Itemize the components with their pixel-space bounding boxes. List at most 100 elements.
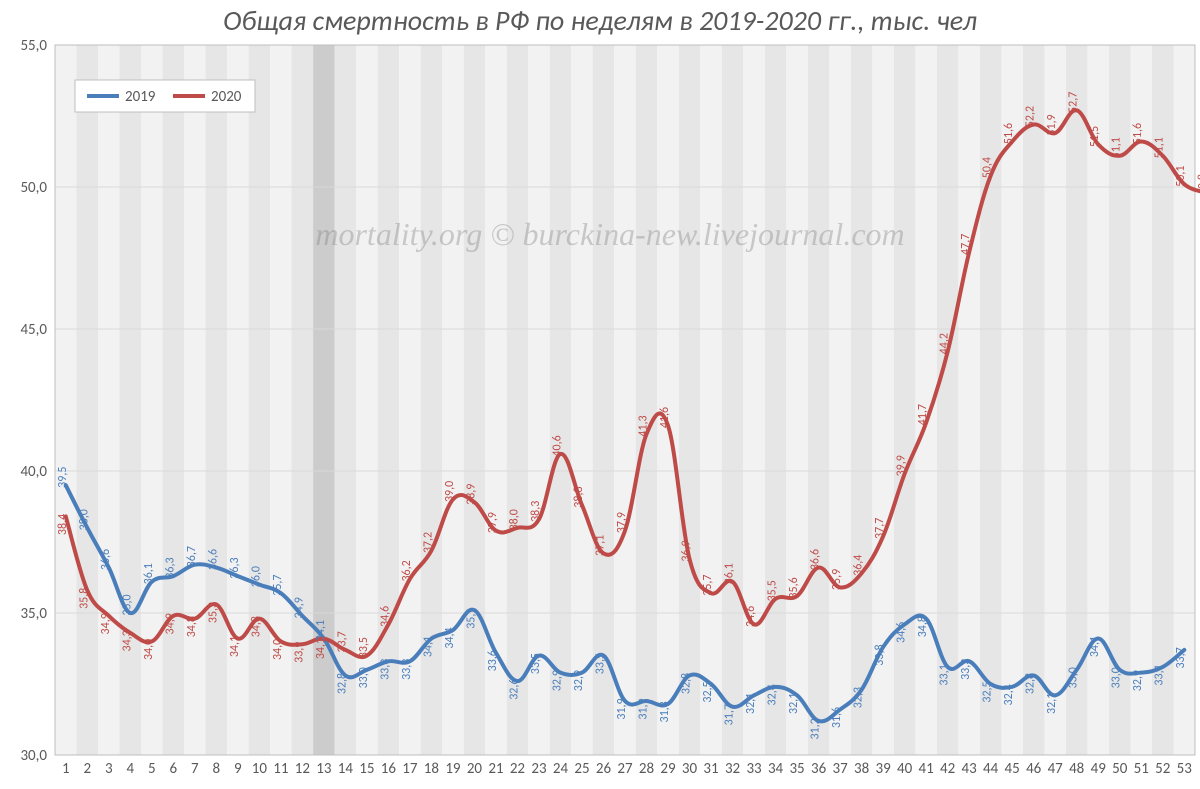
x-tick-label: 32 — [725, 760, 740, 778]
data-label-2020: 39,9 — [895, 455, 909, 476]
data-label-2019: 33,1 — [938, 664, 952, 685]
data-label-2019: 31,9 — [637, 698, 651, 719]
x-tick-label: 37 — [832, 760, 848, 778]
y-tick-label: 50,0 — [20, 179, 47, 197]
data-label-2020: 34,9 — [163, 613, 177, 634]
x-tick-label: 42 — [940, 760, 955, 778]
data-label-2020: 51,1 — [1153, 137, 1167, 158]
data-label-2019: 32,4 — [1002, 684, 1016, 705]
x-tick-label: 9 — [234, 760, 242, 778]
data-label-2020: 51,1 — [1110, 137, 1124, 158]
x-tick-label: 27 — [617, 760, 633, 778]
x-tick-label: 35 — [789, 760, 804, 778]
y-tick-label: 45,0 — [20, 321, 47, 339]
x-tick-label: 20 — [467, 760, 483, 778]
data-label-2019: 32,9 — [572, 670, 586, 691]
legend: 20192020 — [75, 80, 255, 112]
data-label-2020: 35,7 — [701, 574, 715, 595]
data-label-2019: 33,0 — [1110, 667, 1124, 688]
data-label-2019: 32,3 — [852, 687, 866, 708]
data-label-2019: 35,1 — [464, 608, 478, 629]
data-label-2019: 36,3 — [163, 557, 177, 578]
x-tick-label: 13 — [316, 760, 332, 778]
x-tick-label: 5 — [148, 760, 156, 778]
data-label-2020: 47,7 — [959, 234, 973, 255]
x-tick-label: 39 — [876, 760, 892, 778]
data-label-2019: 33,1 — [1153, 664, 1167, 685]
data-label-2020: 36,9 — [680, 540, 694, 561]
x-tick-label: 29 — [660, 760, 676, 778]
data-label-2019: 33,5 — [593, 653, 607, 674]
x-tick-label: 10 — [252, 760, 268, 778]
x-tick-label: 25 — [574, 760, 589, 778]
data-label-2020: 51,6 — [1002, 123, 1016, 144]
data-label-2019: 36,7 — [185, 546, 199, 567]
data-label-2019: 32,5 — [981, 681, 995, 702]
data-label-2019: 33,3 — [378, 659, 392, 680]
data-label-2020: 38,0 — [507, 509, 521, 530]
data-label-2019: 31,8 — [658, 701, 672, 722]
x-tick-label: 3 — [105, 760, 113, 778]
data-label-2019: 33,7 — [1174, 647, 1188, 668]
x-tick-label: 51 — [1134, 760, 1149, 778]
x-tick-label: 33 — [746, 760, 762, 778]
data-label-2020: 33,5 — [357, 637, 371, 658]
x-tick-label: 16 — [381, 760, 397, 778]
data-label-2020: 50,1 — [1174, 166, 1188, 187]
data-label-2020: 44,2 — [938, 333, 952, 354]
data-label-2020: 51,6 — [1131, 123, 1145, 144]
data-label-2020: 34,8 — [185, 616, 199, 637]
data-label-2020: 41,3 — [637, 415, 651, 436]
data-label-2019: 33,3 — [400, 659, 414, 680]
data-label-2020: 34,0 — [271, 639, 285, 660]
data-label-2019: 36,6 — [206, 549, 220, 570]
data-label-2020: 35,8 — [77, 588, 91, 609]
y-tick-label: 30,0 — [20, 747, 47, 765]
x-tick-label: 49 — [1091, 760, 1107, 778]
data-label-2020: 34,1 — [228, 636, 242, 657]
x-tick-label: 21 — [488, 760, 503, 778]
x-tick-label: 50 — [1112, 760, 1128, 778]
data-label-2020: 34,6 — [378, 606, 392, 627]
data-label-2020: 36,6 — [809, 549, 823, 570]
data-label-2020: 34,3 — [120, 630, 134, 651]
data-label-2019: 32,4 — [766, 684, 780, 705]
legend-label-2019: 2019 — [125, 88, 156, 106]
data-label-2019: 31,6 — [830, 707, 844, 728]
data-label-2020: 41,6 — [658, 407, 672, 428]
x-tick-label: 19 — [445, 760, 461, 778]
chart-title: Общая смертность в РФ по неделям в 2019-… — [223, 3, 977, 38]
data-label-2020: 36,1 — [723, 563, 737, 584]
data-label-2019: 31,2 — [809, 718, 823, 739]
y-tick-label: 40,0 — [20, 463, 47, 481]
watermark: mortality.org © burckina-new.livejournal… — [315, 216, 904, 252]
data-label-2019: 34,4 — [443, 627, 457, 648]
data-label-2019: 36,3 — [228, 557, 242, 578]
x-tick-label: 22 — [510, 760, 525, 778]
data-label-2020: 35,6 — [787, 577, 801, 598]
data-label-2020: 37,9 — [486, 512, 500, 533]
data-label-2020: 37,9 — [615, 512, 629, 533]
data-label-2019: 36,1 — [142, 563, 156, 584]
data-label-2019: 36,6 — [99, 549, 113, 570]
data-label-2019: 34,6 — [895, 622, 909, 643]
x-tick-label: 28 — [639, 760, 654, 778]
x-tick-label: 41 — [919, 760, 934, 778]
x-tick-label: 17 — [402, 760, 418, 778]
data-label-2020: 41,7 — [916, 404, 930, 425]
data-label-2020: 37,1 — [593, 535, 607, 556]
y-tick-label: 55,0 — [20, 37, 47, 55]
data-label-2019: 31,9 — [615, 698, 629, 719]
data-label-2019: 35,0 — [120, 594, 134, 615]
data-label-2019: 33,3 — [959, 659, 973, 680]
x-tick-label: 14 — [338, 760, 354, 778]
data-label-2019: 32,6 — [507, 679, 521, 700]
data-label-2020: 52,7 — [1067, 92, 1081, 113]
x-tick-label: 26 — [596, 760, 612, 778]
x-tick-label: 53 — [1177, 760, 1193, 778]
x-tick-label: 1 — [62, 760, 70, 778]
data-label-2019: 33,0 — [1067, 667, 1081, 688]
data-label-2019: 34,9 — [292, 597, 306, 618]
data-label-2020: 40,6 — [550, 435, 564, 456]
x-tick-label: 31 — [703, 760, 718, 778]
